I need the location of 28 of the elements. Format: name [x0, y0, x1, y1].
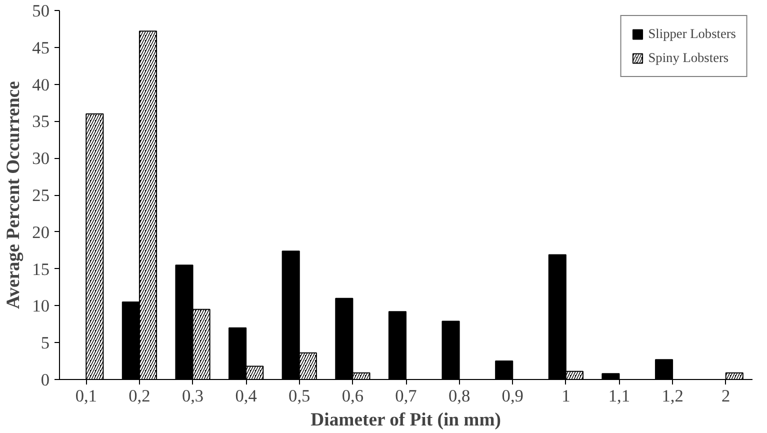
- x-tick-label: 2: [722, 386, 730, 406]
- y-axis-title: Average Percent Occurrence: [3, 81, 24, 309]
- legend-label: Slipper Lobsters: [648, 26, 736, 42]
- x-tick-label: 0,4: [235, 386, 258, 406]
- x-tick-label: 1: [562, 386, 570, 406]
- y-tick-label: 10: [32, 296, 50, 316]
- y-tick-label: 35: [32, 112, 50, 132]
- y-tick-label: 20: [32, 222, 50, 242]
- x-axis-title: Diameter of Pit (in mm): [310, 410, 501, 430]
- y-tick-label: 25: [32, 186, 50, 205]
- y-tick-label: 15: [32, 260, 50, 279]
- y-tick-label: 45: [32, 38, 50, 58]
- y-tick-label: 50: [32, 2, 50, 20]
- x-tick-label: 1,1: [608, 386, 630, 406]
- y-tick-label: 0: [40, 370, 50, 390]
- x-tick-label: 1,2: [662, 386, 684, 406]
- x-tick-label: 0,5: [288, 386, 310, 406]
- x-tick-label: 0,8: [448, 386, 470, 406]
- y-tick-label: 30: [32, 149, 50, 168]
- x-tick-label: 0,1: [75, 386, 97, 406]
- y-tick-label: 5: [40, 334, 50, 353]
- y-tick-label: 40: [32, 75, 50, 94]
- x-tick-label: 0,6: [342, 386, 364, 406]
- x-tick-label: 0,9: [502, 386, 524, 406]
- x-tick-label: 0,2: [128, 386, 150, 406]
- legend-label: Spiny Lobsters: [648, 50, 729, 66]
- x-tick-label: 0,7: [395, 386, 418, 406]
- x-tick-label: 0,3: [182, 386, 204, 406]
